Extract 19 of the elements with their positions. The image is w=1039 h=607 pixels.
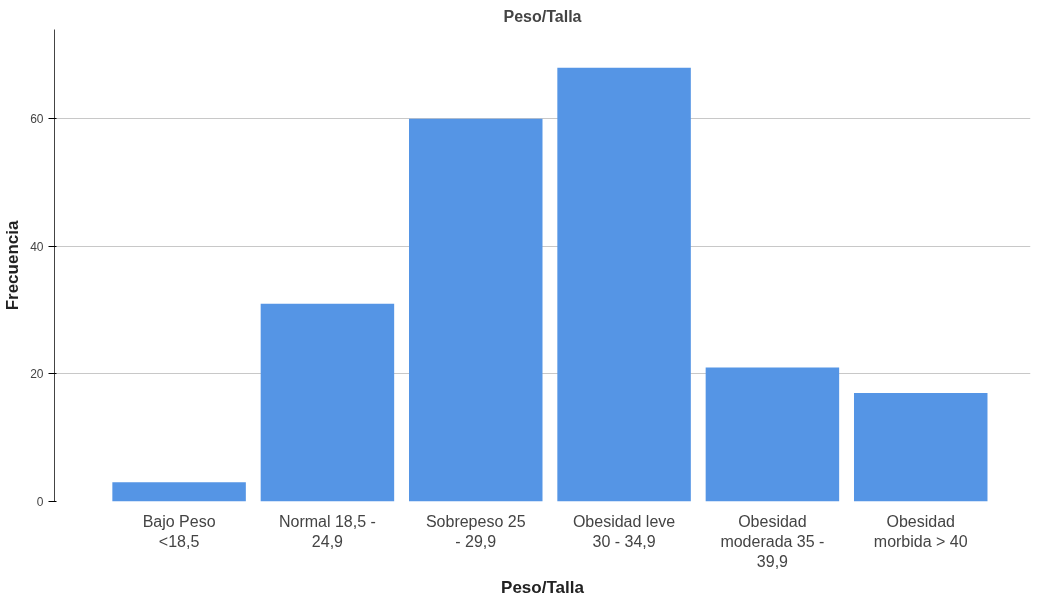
chart-title: Peso/Talla <box>503 7 582 25</box>
x-tick-label: Obesidad moderada 35 - 39,9 <box>720 512 825 571</box>
bar <box>557 67 691 502</box>
bar <box>705 367 840 502</box>
y-tick-label: 60 <box>30 112 44 127</box>
x-tick-label: Obesidad morbida > 40 <box>873 512 968 550</box>
y-tick-label: 0 <box>36 495 44 509</box>
bar <box>260 303 395 502</box>
x-tick-label: Obesidad leve 30 - 34,9 <box>572 512 676 550</box>
y-axis-title: Frecuencia <box>3 220 23 311</box>
bar <box>112 482 246 502</box>
x-axis-title: Peso/Talla <box>501 578 585 598</box>
bar <box>409 118 543 502</box>
y-tick-label: 40 <box>30 239 44 254</box>
bar <box>853 393 988 502</box>
x-tick-label: Normal 18,5 - 24,9 <box>278 512 376 550</box>
y-tick-label: 20 <box>30 367 44 382</box>
x-tick-label: Sobrepeso 25 - 29,9 <box>425 512 526 550</box>
x-tick-label: Bajo Peso <18,5 <box>142 512 216 550</box>
